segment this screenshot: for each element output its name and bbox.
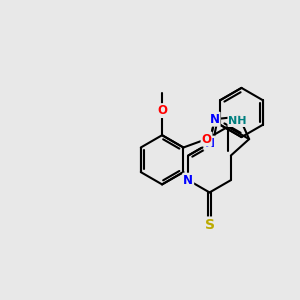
- Text: N: N: [210, 113, 220, 126]
- Text: O: O: [157, 104, 167, 117]
- Text: N: N: [183, 174, 193, 187]
- Text: S: S: [205, 218, 214, 232]
- Text: N: N: [205, 137, 214, 150]
- Text: NH: NH: [228, 116, 247, 126]
- Text: N: N: [205, 137, 214, 150]
- Text: O: O: [202, 133, 212, 146]
